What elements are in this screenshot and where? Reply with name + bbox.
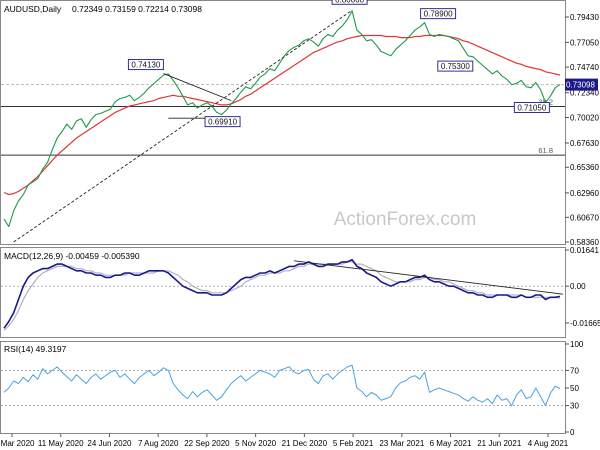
price-annotation-box xyxy=(127,59,164,71)
macd-layer xyxy=(3,258,564,331)
x-tick-label: 23 Mar 2021 xyxy=(379,439,424,448)
price-tick-label: 0.74740 xyxy=(570,63,599,72)
price-annotation-label: 0.75300 xyxy=(441,62,470,71)
price-annotation-label: 0.80060 xyxy=(335,0,364,4)
x-tick-label: 21 Dec 2020 xyxy=(282,439,328,448)
grid-layer xyxy=(1,84,565,407)
price-annotation-label: 0.71050 xyxy=(517,103,546,112)
x-tick-label: 22 Sep 2020 xyxy=(184,439,230,448)
x-tick-label: 11 May 2020 xyxy=(38,439,84,448)
watermark: ActionForex.com xyxy=(334,209,477,230)
price-annotation-box xyxy=(437,60,474,72)
x-tick-label: 24 Jun 2020 xyxy=(87,439,132,448)
price-tick-label: 0.72340 xyxy=(570,89,599,98)
x-tick-label: 21 Jun 2021 xyxy=(477,439,522,448)
rsi-panel-frame xyxy=(0,341,566,434)
moving-average-line xyxy=(3,34,561,196)
price-annotation-label: 0.78900 xyxy=(424,10,453,19)
price-tick-label: 0.70020 xyxy=(570,113,599,122)
x-tick-label: 7 Aug 2020 xyxy=(138,439,179,448)
x-tick-label: 5 Feb 2021 xyxy=(333,439,374,448)
x-tick-label: 26 Mar 2020 xyxy=(0,439,35,448)
x-tick-label: 6 May 2021 xyxy=(430,439,472,448)
price-tick-label: 0.65360 xyxy=(570,163,599,172)
macd-tick-label: -0.01665 xyxy=(570,319,600,328)
rsi-line xyxy=(3,364,561,407)
current-price-tag xyxy=(565,78,598,91)
rsi-title: RSI(14) 49.3197 xyxy=(4,344,67,354)
price-tick-label: 0.67630 xyxy=(570,139,599,148)
price-panel-frame xyxy=(0,0,566,245)
fib-level-label: 61.8 xyxy=(538,146,553,155)
price-annotation-label: 0.74130 xyxy=(131,61,160,70)
rsi-tick-label: 50 xyxy=(570,384,579,393)
price-tick-label: 0.62960 xyxy=(570,189,599,198)
rsi-layer xyxy=(3,364,561,407)
price-annotation-box xyxy=(513,102,550,113)
rsi-tick-label: 100 xyxy=(570,340,584,349)
macd-trendline xyxy=(294,260,564,295)
macd-tick-label: 0.01641 xyxy=(570,246,599,255)
macd-line xyxy=(3,258,561,329)
price-line xyxy=(3,10,561,228)
long-term-trendline xyxy=(13,9,353,243)
price-annotation-box xyxy=(331,0,368,5)
macd-title: MACD(12,26,9) -0.00459 -0.005390 xyxy=(4,251,140,261)
macd-tick-label: 0.00 xyxy=(570,282,586,291)
rsi-tick-label: 30 xyxy=(570,402,579,411)
axes-layer: 0.79430 0.77050 0.74740 0.72340 0.70020 0.676… xyxy=(0,13,600,448)
price-tick-label: 0.58360 xyxy=(570,238,599,247)
symbol-label: AUDUSD,Daily xyxy=(4,4,62,14)
macd-signal-line xyxy=(3,261,561,331)
price-tick-label: 0.77050 xyxy=(570,38,599,47)
price-layer: 38.261.80.800600.789000.753000.741300.69… xyxy=(3,0,561,243)
ohlc-readout: 0.72349 0.73159 0.72214 0.73098 xyxy=(72,4,202,14)
current-price-label: 0.73098 xyxy=(566,81,595,90)
price-annotation-label: 0.69910 xyxy=(208,118,237,127)
chart-header: AUDUSD,Daily 0.72349 0.73159 0.72214 0.7… xyxy=(4,4,202,14)
resistance-trendline xyxy=(163,73,232,102)
rsi-tick-label: 0 xyxy=(570,428,575,437)
x-tick-label: 4 Aug 2021 xyxy=(528,439,569,448)
rsi-tick-label: 70 xyxy=(570,366,579,375)
price-annotation-box xyxy=(204,116,241,128)
price-annotation-box xyxy=(420,8,457,20)
price-tick-label: 0.60670 xyxy=(570,213,599,222)
price-tick-label: 0.79430 xyxy=(570,13,599,22)
x-tick-label: 5 Nov 2020 xyxy=(235,439,276,448)
